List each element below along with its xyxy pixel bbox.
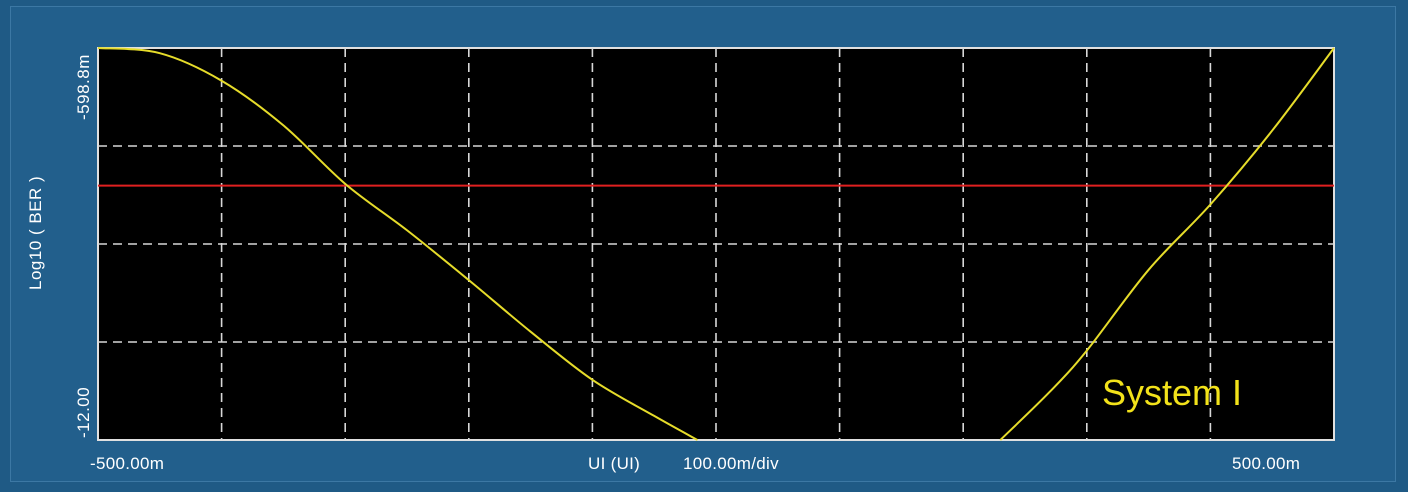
y-axis-label: Log10 ( BER ) [26, 175, 45, 290]
x-tick-max: 500.00m [1232, 454, 1301, 473]
x-tick-min: -500.00m [90, 454, 165, 473]
y-tick-bottom: -12.00 [74, 386, 93, 438]
chart-annotation: System I [1102, 372, 1243, 413]
series-line-segment-2 [999, 47, 1335, 441]
series-line-segment-1 [97, 47, 698, 441]
x-axis-label: UI (UI) [588, 454, 641, 473]
x-scale-label: 100.00m/div [683, 454, 779, 473]
grid-horizontal [98, 145, 1334, 343]
series-group [97, 47, 1335, 441]
y-tick-top: -598.8m [74, 54, 93, 120]
